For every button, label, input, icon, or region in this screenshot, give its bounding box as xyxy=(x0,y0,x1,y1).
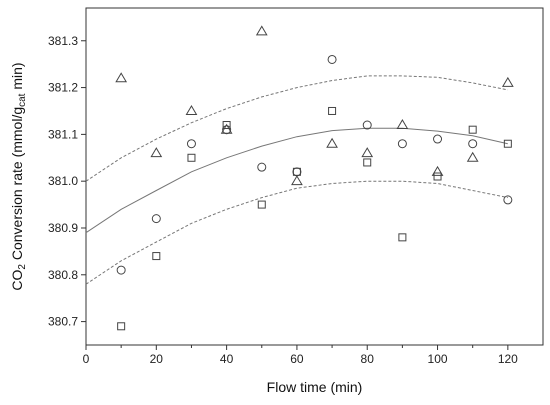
square-marker xyxy=(187,153,196,162)
axes xyxy=(85,7,544,346)
fit-curves xyxy=(85,75,508,285)
y-axis-title-unit-sub: cat xyxy=(17,93,28,107)
triangle-marker xyxy=(291,175,303,186)
square-marker xyxy=(468,125,477,134)
lower-confidence-band xyxy=(85,180,508,285)
y-axis-title-prefix: CO xyxy=(9,269,25,290)
y-axis-title-main: Conversion rate (mmol/g xyxy=(9,107,25,264)
circle-marker xyxy=(257,162,267,172)
y-tick-label: 381.3 xyxy=(48,34,78,48)
x-axis-title: Flow time (min) xyxy=(267,379,363,395)
circle-marker xyxy=(186,139,196,149)
y-tick-label: 380.7 xyxy=(48,315,78,329)
x-tick-label: 40 xyxy=(220,352,234,366)
square-marker xyxy=(257,200,266,209)
square-marker xyxy=(292,167,301,176)
y-tick-label: 380.9 xyxy=(48,221,78,235)
square-marker xyxy=(328,106,337,115)
circle-marker xyxy=(116,265,126,275)
square-marker xyxy=(433,172,442,181)
square-marker xyxy=(363,158,372,167)
y-axis-title: CO2 Conversion rate (mmol/gcat min) xyxy=(9,62,28,290)
y-axis-title-suffix: min) xyxy=(9,62,25,93)
x-tick-label: 60 xyxy=(290,352,304,366)
x-tick-label: 20 xyxy=(150,352,164,366)
x-tick-label: 120 xyxy=(498,352,518,366)
circle-marker xyxy=(468,139,478,149)
fit-curve xyxy=(85,127,508,234)
x-tick-label: 80 xyxy=(361,352,375,366)
square-marker xyxy=(503,139,512,148)
x-axis-ticks: 0 20 40 60 80 100 120 xyxy=(83,345,518,366)
y-tick-label: 381.2 xyxy=(48,81,78,95)
circle-marker xyxy=(397,139,407,149)
plot-frame xyxy=(85,7,544,346)
circle-marker xyxy=(433,134,443,144)
triangle-marker xyxy=(466,151,479,162)
x-tick-label: 100 xyxy=(428,352,448,366)
square-marker xyxy=(222,121,231,130)
data-markers xyxy=(115,25,514,331)
y-tick-label: 381.0 xyxy=(48,174,78,188)
triangle-marker xyxy=(501,76,514,87)
triangle-marker xyxy=(326,137,338,148)
y-tick-label: 380.8 xyxy=(48,268,78,282)
circle-marker xyxy=(327,54,337,64)
circle-marker xyxy=(292,167,302,177)
y-axis-title-prefix-sub: 2 xyxy=(17,264,28,270)
circle-marker xyxy=(362,120,372,130)
triangle-marker xyxy=(255,25,268,36)
circle-marker xyxy=(151,214,161,224)
square-marker xyxy=(398,233,407,242)
triangle-marker xyxy=(150,147,163,158)
circle-marker xyxy=(503,195,513,205)
triangle-marker xyxy=(431,165,444,176)
triangle-marker xyxy=(185,104,198,115)
triangle-marker xyxy=(220,123,233,134)
square-marker xyxy=(152,252,161,261)
triangle-marker xyxy=(396,119,409,130)
triangle-marker xyxy=(115,72,128,83)
y-tick-label: 381.1 xyxy=(48,127,78,141)
square-marker xyxy=(117,322,126,331)
x-tick-label: 0 xyxy=(83,352,90,366)
triangle-marker xyxy=(361,147,374,158)
y-axis-ticks: 380.7 380.8 380.9 381.0 381.1 381.2 381.3 xyxy=(48,34,86,329)
upper-confidence-band xyxy=(85,75,508,182)
